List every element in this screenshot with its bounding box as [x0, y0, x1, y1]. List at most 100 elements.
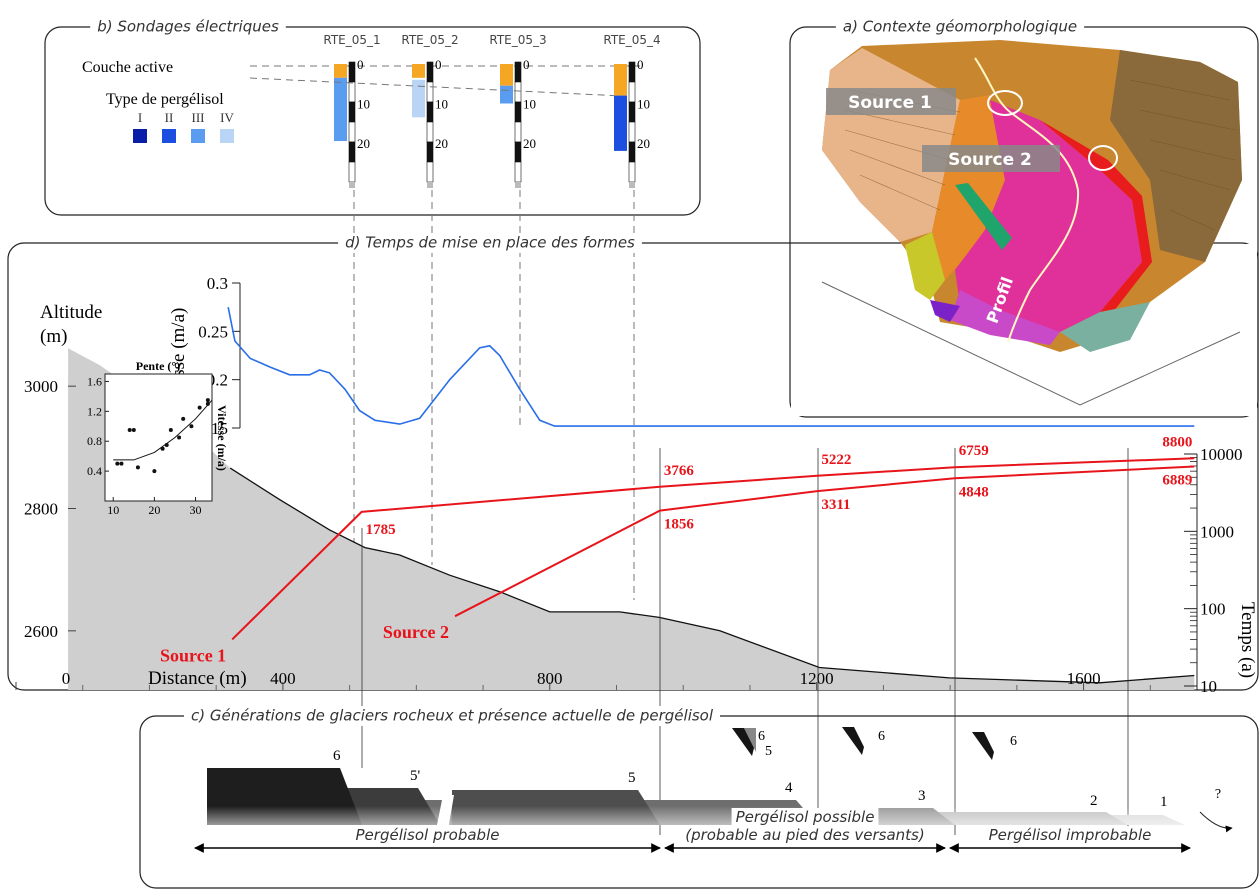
depth-tick-label: 0: [435, 57, 442, 72]
inset-title: Pente (°): [136, 359, 180, 373]
title-background: [338, 233, 642, 253]
active-base-guide: [249, 77, 615, 97]
continuation-arrow: [1199, 811, 1233, 833]
rock-glacier-icon: [732, 728, 754, 756]
generation-label: 6: [333, 748, 341, 764]
inset-trend: [113, 399, 213, 461]
active-layer: [412, 64, 425, 78]
pole-segment: [628, 61, 636, 83]
pole-segment: [514, 161, 522, 183]
legend-swatch: [162, 129, 176, 143]
zone-label-background: [351, 826, 504, 844]
panel-title: a) Contexte géomorphologique: [843, 18, 1077, 36]
depth-tick-label: 0: [523, 57, 530, 72]
pole-segment: [348, 121, 356, 143]
axis-title: Altitude: [40, 302, 102, 323]
time-tick-label: 1000: [1200, 522, 1234, 541]
pole-segment: [348, 81, 356, 103]
generation-label: 5: [628, 770, 636, 786]
inset-point: [189, 424, 194, 429]
pole-segment: [628, 161, 636, 183]
time-label: 5222: [821, 452, 851, 468]
section-break: [434, 760, 454, 830]
depth-tick-label: 10: [523, 97, 536, 112]
depth-tick-label: 10: [637, 97, 650, 112]
depth-tick-label: 20: [523, 136, 536, 151]
pole-foot: [427, 182, 433, 188]
x-tick-label: 0: [62, 669, 71, 688]
inset-point: [168, 428, 173, 433]
depth-tick-label: 20: [637, 136, 650, 151]
pole-segment: [426, 81, 434, 103]
source-label: Source 1: [160, 645, 226, 665]
pole-segment: [426, 121, 434, 143]
depth-tick-label: 20: [435, 136, 448, 151]
unknown-label: ?: [1215, 787, 1221, 802]
inset-point: [119, 461, 124, 466]
zone-label: (probable au pied des versants): [685, 826, 924, 844]
pole-segment: [514, 101, 522, 123]
depth-tick-label: 10: [357, 97, 370, 112]
legend-type-label: I: [138, 110, 142, 125]
pole-foot: [629, 182, 635, 188]
velocity-line: [227, 307, 1195, 427]
legend-type-label: II: [165, 110, 174, 125]
inset-frame: [104, 373, 213, 502]
legend-type-label: IV: [220, 110, 234, 125]
active-layer: [334, 64, 347, 78]
inset-y-tick-label: 1.2: [87, 404, 102, 418]
pole-segment: [426, 61, 434, 83]
pole-segment: [628, 81, 636, 103]
title-background: [183, 706, 721, 726]
velocity-tick-label: 0.25: [198, 322, 228, 341]
generation-label: 2: [1090, 793, 1098, 809]
source-label: Source 2: [383, 622, 449, 642]
inset-y-tick-label: 0.4: [87, 464, 102, 478]
inset-x-tick-label: 30: [190, 503, 202, 517]
pole-segment: [426, 141, 434, 163]
zone-label: Pergélisol possible: [736, 808, 875, 826]
generation-label: 3: [918, 788, 926, 804]
inset-ylabel: Vitesse (m/a): [215, 405, 229, 471]
permafrost: [614, 95, 627, 151]
pole-segment: [514, 121, 522, 143]
inset-x-tick-label: 20: [148, 503, 160, 517]
inset-point: [205, 398, 210, 403]
sounding-name: RTE_05_1: [323, 33, 380, 47]
icon-label: 6: [1010, 734, 1017, 749]
permafrost: [500, 85, 513, 104]
x-tick-label: 1600: [1067, 669, 1101, 688]
pole-segment: [348, 161, 356, 183]
rock-glacier-icon: [842, 727, 864, 755]
inset-x-tick-label: 10: [107, 503, 119, 517]
source-curve: [231, 457, 1195, 641]
inset-point: [152, 469, 157, 474]
pole-segment: [426, 101, 434, 123]
panel-b-frame: [44, 26, 701, 216]
velocity-tick-label: 0.3: [207, 274, 228, 293]
active-layer: [500, 64, 513, 86]
zone-label-background: [731, 808, 879, 826]
permafrost: [412, 79, 425, 118]
inset-point: [135, 465, 140, 470]
source-label: Source 2: [948, 150, 1032, 170]
inset-point: [115, 461, 120, 466]
terrain-3d: [791, 40, 1257, 416]
y-tick-label: 2800: [24, 500, 58, 519]
zone-label-background: [984, 826, 1156, 844]
x-tick-label: 1200: [800, 669, 834, 688]
depth-tick-label: 10: [435, 97, 448, 112]
time-tick-label: 10000: [1200, 445, 1243, 464]
inset-y-tick-label: 1.6: [87, 374, 102, 388]
sounding-name: RTE_05_3: [489, 33, 546, 47]
inset-point: [131, 428, 136, 433]
inset-point: [127, 428, 132, 433]
title-background: [835, 17, 1085, 37]
zone-label: Pergélisol probable: [356, 826, 500, 844]
sounding-name: RTE_05_2: [401, 33, 458, 47]
pole-segment: [348, 101, 356, 123]
legend-label: Type de pergélisol: [106, 91, 224, 108]
inset-point: [197, 405, 202, 410]
generation-label: 5': [410, 768, 421, 784]
